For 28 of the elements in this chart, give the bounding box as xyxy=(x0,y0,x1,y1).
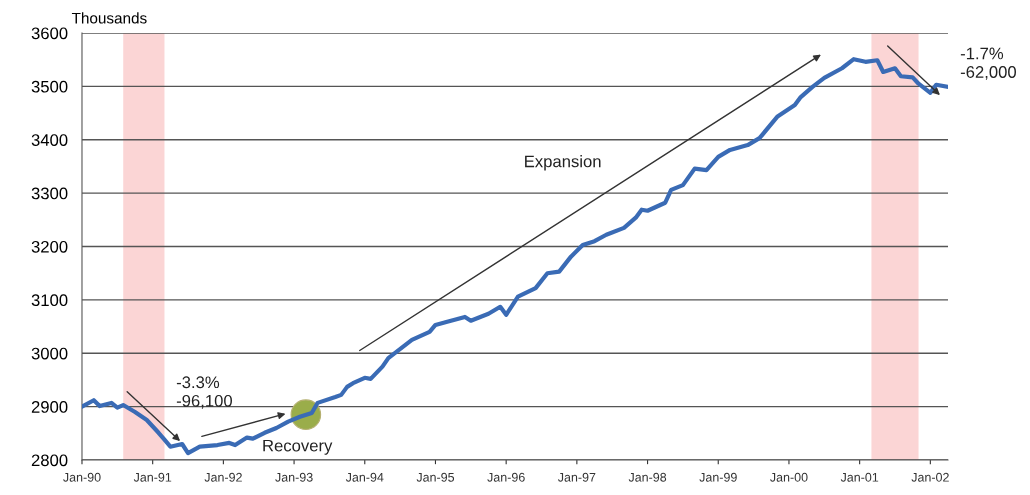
x-tick-label: Jan-91 xyxy=(133,472,172,482)
annotation: -3.3% -96,100 xyxy=(176,376,233,409)
y-tick-label: 3400 xyxy=(31,134,68,146)
x-tick-label: Jan-00 xyxy=(770,472,808,482)
y-tick-label: 3500 xyxy=(31,80,68,93)
annotation: Expansion xyxy=(525,155,601,171)
text: -1.7% -62,000 xyxy=(960,47,1017,80)
y-tick-label: 2800 xyxy=(31,454,68,467)
annotation: Recovery xyxy=(263,439,333,455)
x-tick-label: Jan-90 xyxy=(63,472,101,482)
x-tick-label: Jan-93 xyxy=(275,472,313,482)
y-axis-title: Thousands xyxy=(71,12,147,24)
y-tick-label: 3100 xyxy=(31,294,68,307)
x-tick-label: Jan-97 xyxy=(557,472,596,482)
x-tick-label: Jan-94 xyxy=(345,472,384,482)
x-tick-label: Jan-95 xyxy=(416,472,455,482)
line-series xyxy=(81,57,949,456)
x-tick-label: Jan-96 xyxy=(487,472,525,482)
x-tick-label: Jan-01 xyxy=(840,472,879,482)
y-tick-label: 3600 xyxy=(31,27,68,40)
y-tick-label: 3000 xyxy=(31,347,68,360)
y-tick-label: 2900 xyxy=(31,401,68,413)
x-tick-label: Jan-92 xyxy=(204,472,242,482)
x-tick-label: Jan-02 xyxy=(911,472,949,482)
x-tick-label: Jan-99 xyxy=(699,472,737,482)
y-tick-label: 3200 xyxy=(31,240,68,253)
x-tick-label: Jan-98 xyxy=(628,472,667,482)
y-tick-label: 3300 xyxy=(31,187,68,200)
